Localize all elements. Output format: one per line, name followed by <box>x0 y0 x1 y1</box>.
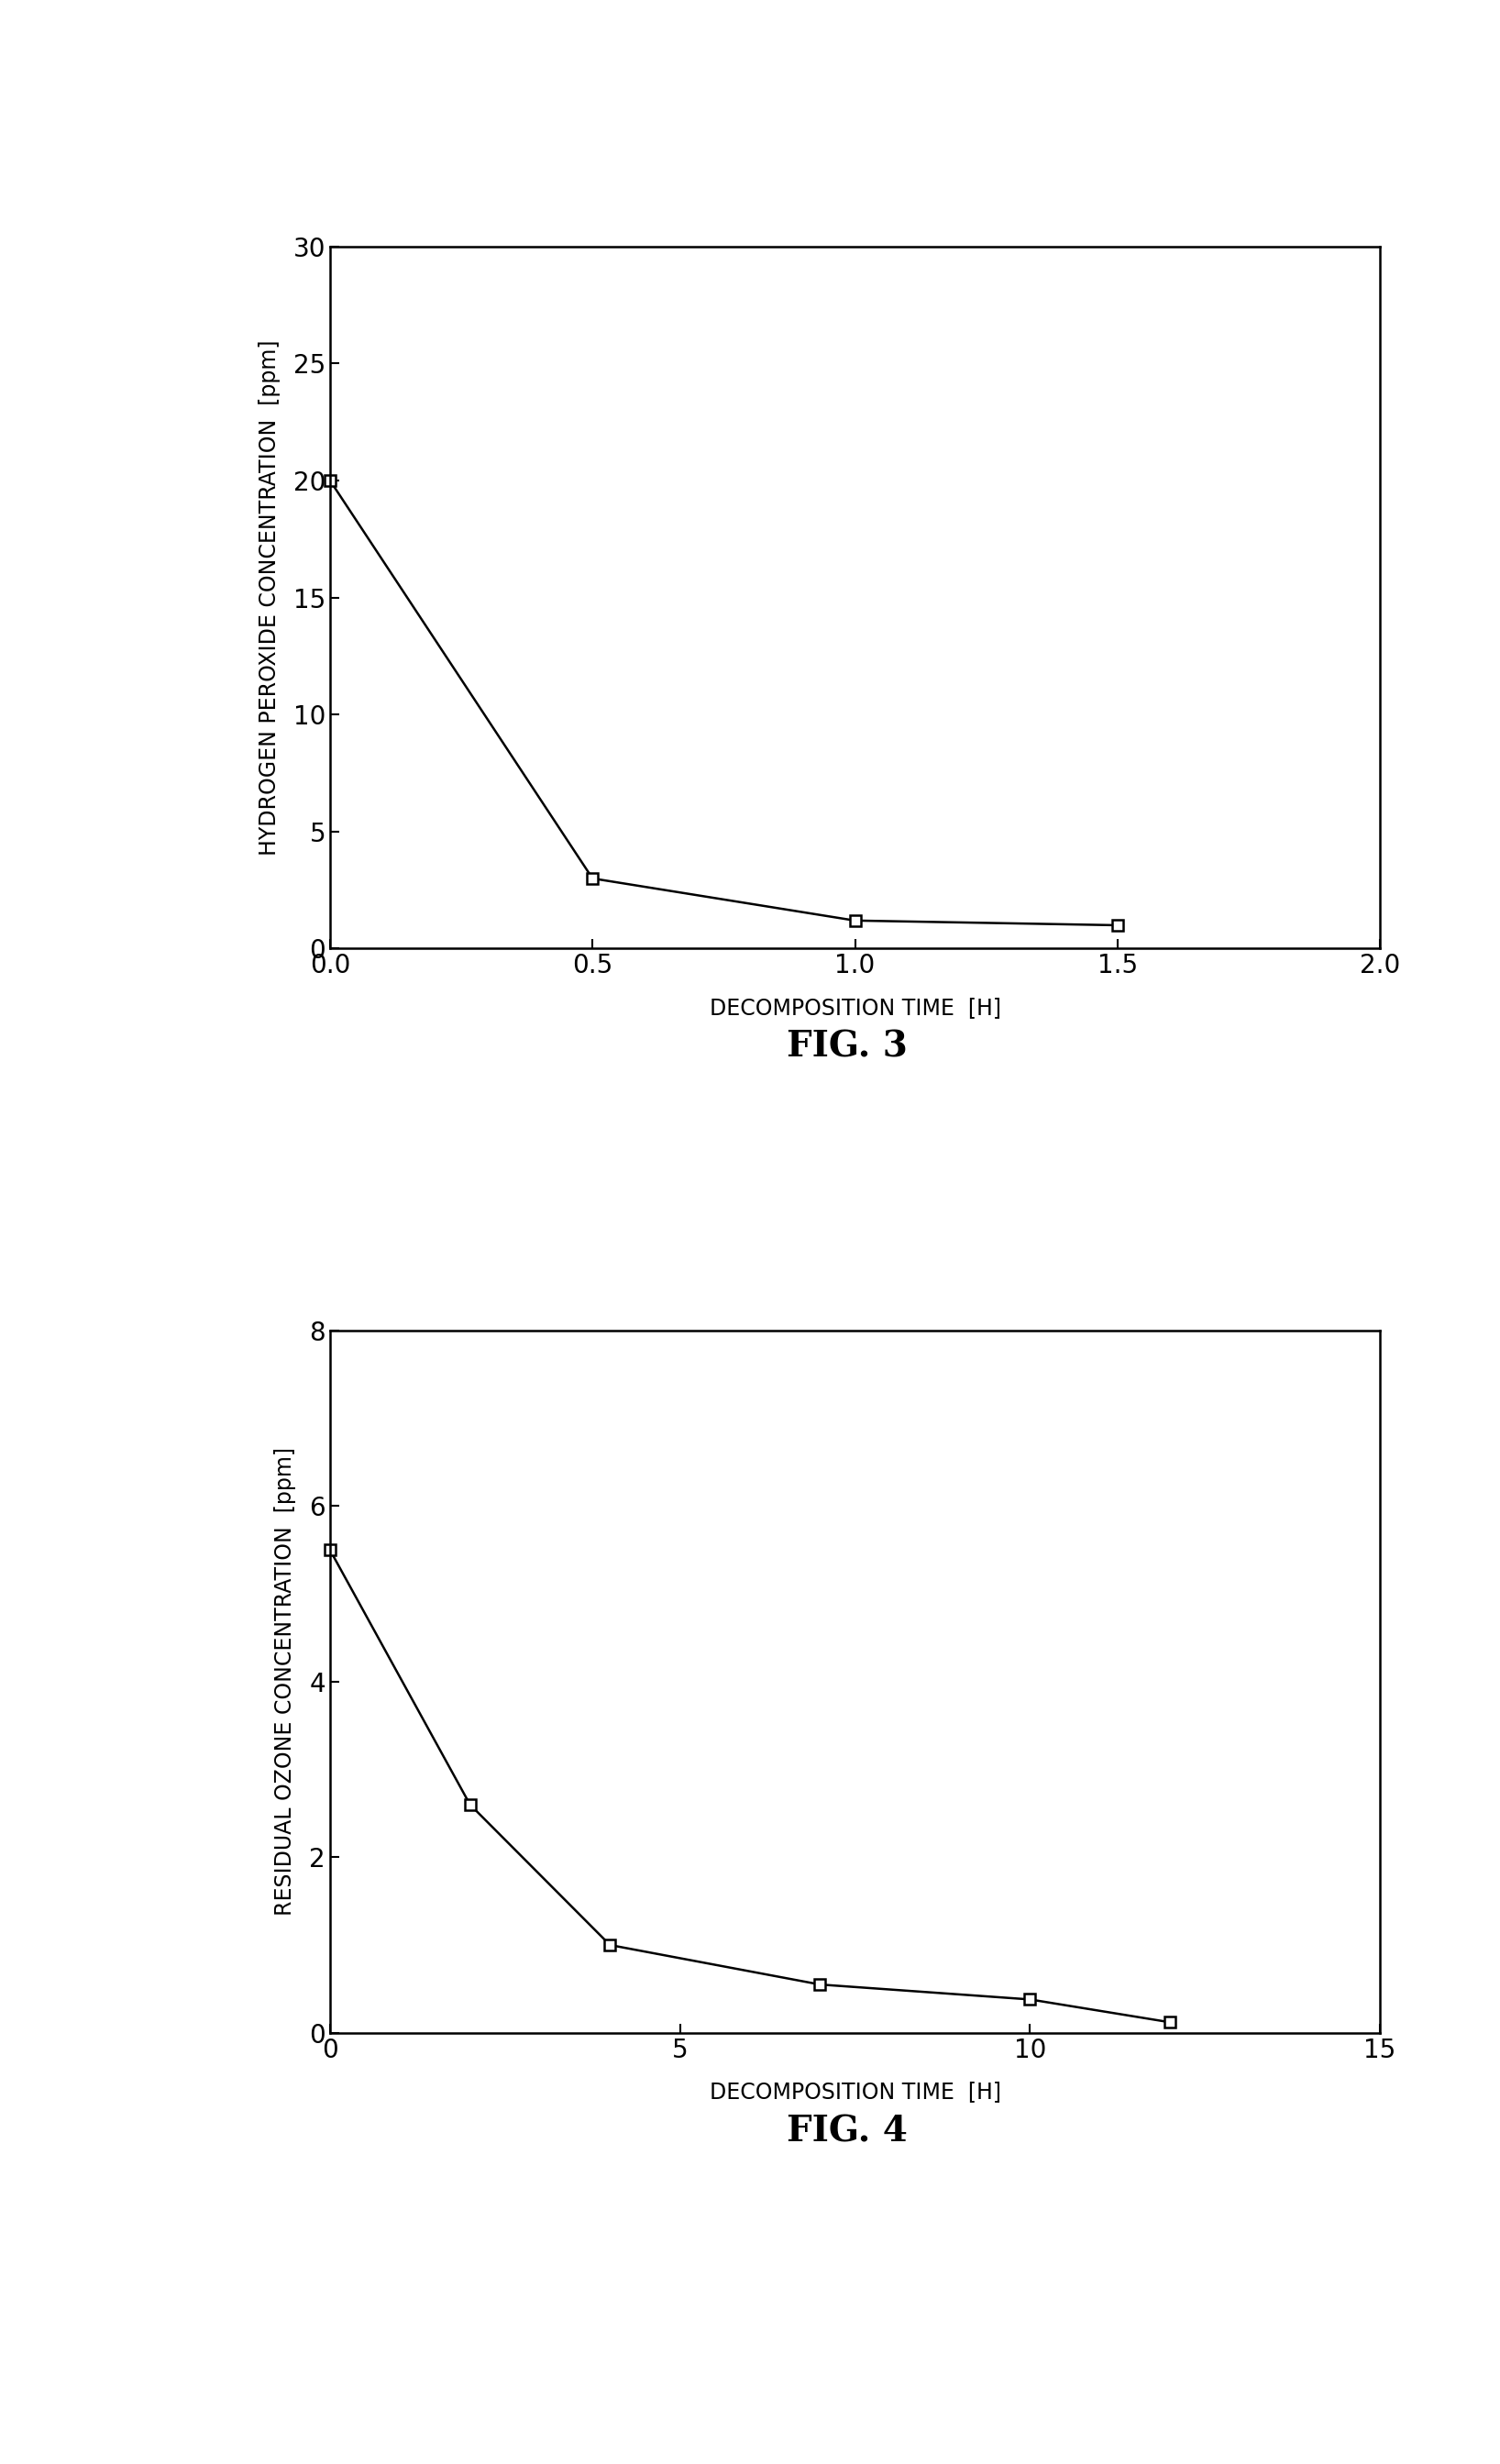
X-axis label: DECOMPOSITION TIME  [H]: DECOMPOSITION TIME [H] <box>709 995 1000 1018</box>
Y-axis label: HYDROGEN PEROXIDE CONCENTRATION  [ppm]: HYDROGEN PEROXIDE CONCENTRATION [ppm] <box>258 340 280 855</box>
X-axis label: DECOMPOSITION TIME  [H]: DECOMPOSITION TIME [H] <box>709 2080 1000 2102</box>
Text: FIG. 4: FIG. 4 <box>788 2114 907 2149</box>
Y-axis label: RESIDUAL OZONE CONCENTRATION  [ppm]: RESIDUAL OZONE CONCENTRATION [ppm] <box>274 1446 297 1917</box>
Text: FIG. 3: FIG. 3 <box>788 1030 907 1064</box>
